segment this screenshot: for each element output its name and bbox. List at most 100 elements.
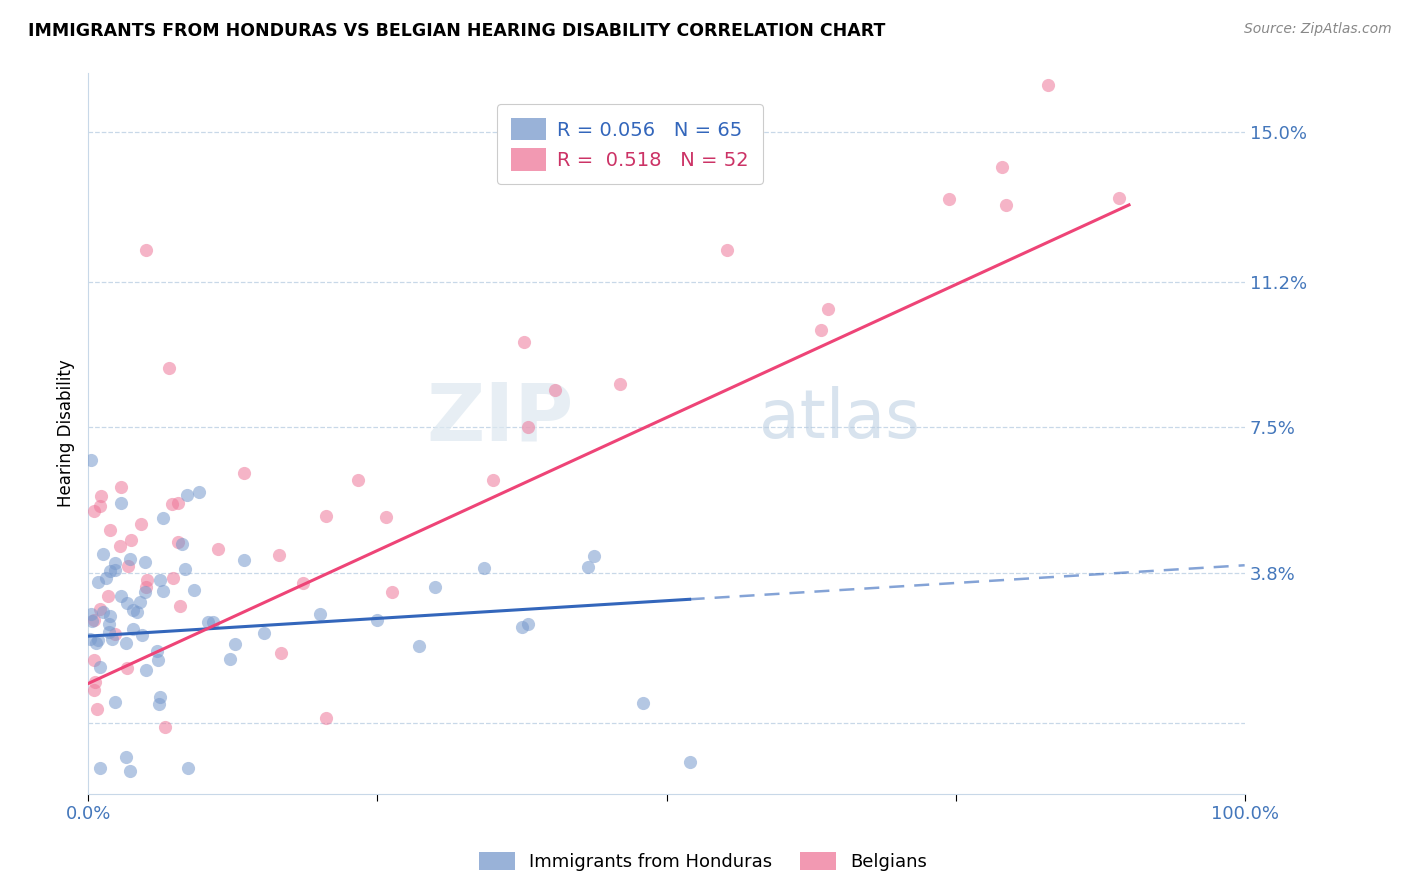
Point <box>148 653 170 667</box>
Point <box>93 547 115 561</box>
Point <box>84 636 107 650</box>
Point <box>122 603 145 617</box>
Point <box>104 695 127 709</box>
Point <box>188 484 211 499</box>
Point <box>232 552 254 566</box>
Point <box>91 605 114 619</box>
Point <box>315 508 337 523</box>
Point <box>86 702 108 716</box>
Point <box>381 585 404 599</box>
Point <box>1108 191 1130 205</box>
Point <box>152 511 174 525</box>
Point <box>148 573 170 587</box>
Point <box>120 551 142 566</box>
Point <box>127 605 149 619</box>
Point <box>162 497 184 511</box>
Point <box>90 489 112 503</box>
Point <box>110 480 132 494</box>
Point <box>83 613 105 627</box>
Point <box>129 516 152 531</box>
Point <box>104 556 127 570</box>
Point <box>183 582 205 597</box>
Legend: Immigrants from Honduras, Belgians: Immigrants from Honduras, Belgians <box>471 845 935 879</box>
Point <box>197 615 219 630</box>
Text: IMMIGRANTS FROM HONDURAS VS BELGIAN HEARING DISABILITY CORRELATION CHART: IMMIGRANTS FROM HONDURAS VS BELGIAN HEAR… <box>28 22 886 40</box>
Point <box>609 377 631 392</box>
Point <box>83 504 105 518</box>
Point <box>423 580 446 594</box>
Point <box>224 637 246 651</box>
Text: atlas: atlas <box>759 386 920 452</box>
Point <box>583 549 606 563</box>
Point <box>207 541 229 556</box>
Point <box>120 533 142 547</box>
Y-axis label: Hearing Disability: Hearing Disability <box>58 359 75 508</box>
Point <box>89 602 111 616</box>
Point <box>516 617 538 632</box>
Point <box>135 663 157 677</box>
Point <box>104 564 127 578</box>
Point <box>408 639 430 653</box>
Point <box>94 571 117 585</box>
Point <box>98 617 121 632</box>
Point <box>115 661 138 675</box>
Point <box>543 383 565 397</box>
Point <box>512 334 534 349</box>
Point <box>678 755 700 769</box>
Point <box>810 323 832 337</box>
Point <box>97 624 120 639</box>
Point <box>516 420 538 434</box>
Point <box>938 193 960 207</box>
Point <box>347 473 370 487</box>
Point <box>108 539 131 553</box>
Point <box>716 243 738 257</box>
Point <box>134 555 156 569</box>
Point <box>1036 78 1059 92</box>
Point <box>176 488 198 502</box>
Point <box>148 697 170 711</box>
Point <box>167 534 190 549</box>
Point <box>80 614 103 628</box>
Point <box>146 643 169 657</box>
Point <box>121 623 143 637</box>
Point <box>482 473 505 487</box>
Point <box>991 161 1014 175</box>
Point <box>131 628 153 642</box>
Point <box>135 580 157 594</box>
Point <box>98 523 121 537</box>
Point <box>129 595 152 609</box>
Point <box>136 574 159 588</box>
Point <box>174 562 197 576</box>
Point <box>115 636 138 650</box>
Point <box>83 675 105 690</box>
Point <box>155 720 177 734</box>
Point <box>87 633 110 648</box>
Point <box>110 589 132 603</box>
Point <box>134 585 156 599</box>
Point <box>149 690 172 704</box>
Point <box>169 599 191 614</box>
Point <box>253 626 276 640</box>
Legend: R = 0.056   N = 65, R =  0.518   N = 52: R = 0.056 N = 65, R = 0.518 N = 52 <box>496 104 762 185</box>
Point <box>152 584 174 599</box>
Point <box>162 571 184 585</box>
Point <box>366 613 388 627</box>
Point <box>114 749 136 764</box>
Text: Source: ZipAtlas.com: Source: ZipAtlas.com <box>1244 22 1392 37</box>
Point <box>633 696 655 710</box>
Point <box>79 632 101 646</box>
Point <box>104 626 127 640</box>
Point <box>98 564 121 578</box>
Point <box>233 467 256 481</box>
Point <box>172 536 194 550</box>
Point <box>117 558 139 573</box>
Text: ZIP: ZIP <box>427 380 574 458</box>
Point <box>118 764 141 779</box>
Point <box>177 761 200 775</box>
Point <box>97 589 120 603</box>
Point <box>576 560 599 574</box>
Point <box>270 646 292 660</box>
Point <box>510 620 533 634</box>
Point <box>110 496 132 510</box>
Point <box>101 632 124 647</box>
